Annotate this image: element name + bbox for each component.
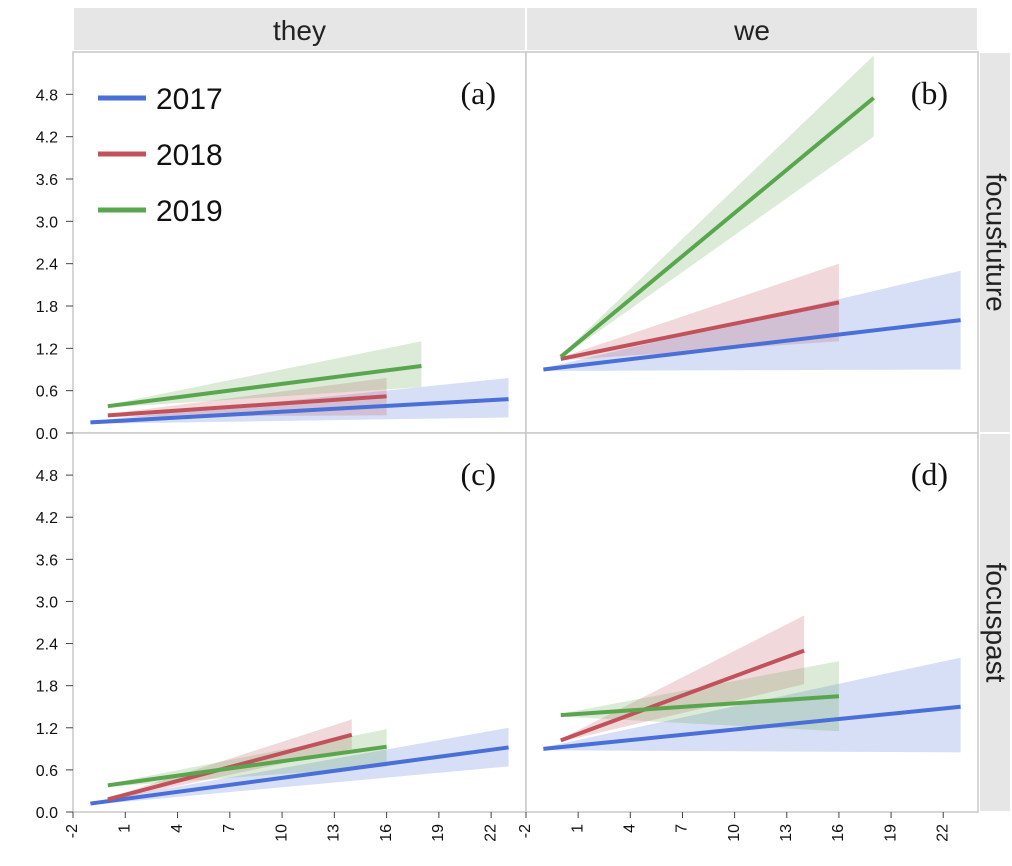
y-tick-label: 0.0	[36, 805, 58, 822]
row-strip-label-focuspast: focuspast	[981, 563, 1012, 683]
confidence-band-2017	[543, 657, 961, 753]
y-tick-label: 4.8	[36, 468, 58, 485]
series-line-2019	[560, 694, 840, 718]
x-tick-label: 10	[273, 824, 290, 842]
y-tick-label: 1.2	[36, 721, 58, 738]
legend-label-2017: 2017	[156, 83, 223, 116]
x-tick-label: 10	[726, 824, 743, 842]
series-line-2018	[560, 648, 805, 743]
y-tick-label: 2.4	[36, 257, 58, 274]
column-strip-we	[527, 8, 977, 50]
column-strip-they	[74, 8, 525, 50]
x-tick-label: 4	[169, 824, 186, 833]
y-tick-label: 4.2	[36, 510, 58, 527]
y-tick-label: 0.6	[36, 384, 58, 401]
row-strip-focuspast	[980, 434, 1010, 811]
column-strip-label-we: we	[733, 15, 770, 46]
panel-label: (c)	[460, 456, 496, 492]
series-line-2017	[543, 704, 961, 751]
x-tick-label: -2	[64, 824, 81, 838]
series-line-2019	[107, 744, 387, 788]
x-tick-label: -2	[517, 824, 534, 838]
confidence-band-2019	[560, 55, 874, 359]
y-tick-label: 3.6	[36, 172, 58, 189]
y-tick-label: 4.8	[36, 87, 58, 104]
panel-background	[526, 433, 978, 812]
y-tick-label: 0.0	[36, 426, 58, 443]
y-tick-label: 4.2	[36, 130, 58, 147]
y-tick-label: 1.2	[36, 341, 58, 358]
series-line-2018	[107, 394, 387, 418]
y-tick-label: 3.0	[36, 594, 58, 611]
confidence-band-2018	[107, 719, 352, 801]
x-tick-label: 1	[116, 824, 133, 833]
series-line-2018	[560, 300, 840, 361]
row-strip-label-focusfuture: focusfuture	[981, 173, 1012, 312]
column-strip-label-they: they	[273, 15, 326, 46]
x-tick-label: 4	[622, 824, 639, 833]
confidence-band-2018	[560, 263, 839, 361]
x-tick-label: 22	[934, 824, 951, 842]
panel-border	[525, 432, 979, 813]
confidence-band-2019	[107, 341, 422, 408]
x-tick-label: 13	[778, 824, 795, 842]
legend-label-2019: 2019	[156, 195, 223, 228]
x-tick-label: 7	[674, 824, 691, 833]
y-tick-label: 3.6	[36, 552, 58, 569]
x-tick-label: 22	[482, 824, 499, 842]
panel-label: (d)	[911, 456, 948, 492]
y-tick-label: 2.4	[36, 637, 58, 654]
series-line-2017	[543, 318, 961, 372]
x-tick-label: 7	[221, 824, 238, 833]
panel-background	[526, 52, 978, 433]
panel-label: (a)	[460, 75, 496, 111]
panel-background	[73, 52, 526, 433]
row-strip-focusfuture	[980, 53, 1010, 432]
y-tick-label: 1.8	[36, 299, 58, 316]
x-tick-label: 1	[569, 824, 586, 833]
y-tick-label: 0.6	[36, 763, 58, 780]
series-line-2019	[107, 363, 422, 409]
series-line-2017	[90, 745, 509, 806]
x-tick-label: 13	[326, 824, 343, 842]
panel-label: (b)	[911, 75, 948, 111]
x-tick-label: 19	[882, 824, 899, 842]
series-line-2019	[559, 96, 875, 359]
legend-label-2018: 2018	[156, 139, 223, 172]
confidence-band-2018	[107, 377, 387, 417]
y-tick-label: 3.0	[36, 214, 58, 231]
x-tick-label: 16	[830, 824, 847, 842]
y-tick-label: 1.8	[36, 679, 58, 696]
series-line-2017	[90, 397, 509, 425]
x-tick-label: 19	[430, 824, 447, 842]
x-tick-label: 16	[378, 824, 395, 842]
confidence-band-2017	[90, 727, 509, 805]
